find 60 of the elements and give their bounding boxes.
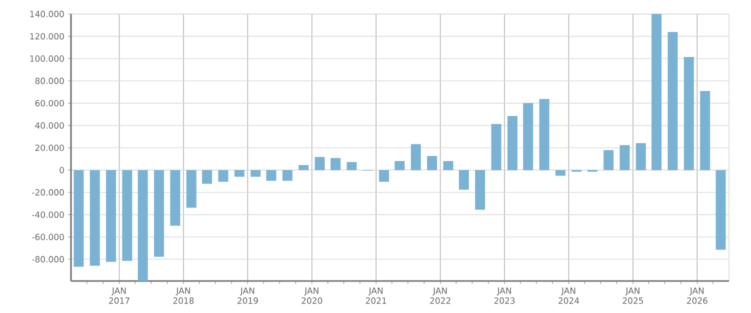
bar — [282, 170, 292, 181]
bar — [684, 57, 694, 170]
bar — [443, 161, 454, 170]
bar — [154, 170, 164, 257]
x-tick-label: JAN 2022 — [430, 288, 450, 304]
bar — [266, 170, 276, 181]
y-tick-label: 100.000 — [30, 55, 64, 62]
bar — [170, 170, 180, 226]
bar — [410, 144, 421, 170]
bar — [620, 145, 630, 170]
bar — [523, 103, 534, 170]
bar — [491, 124, 502, 170]
x-tick-label: JAN 2026 — [686, 288, 708, 304]
y-tick-label: -60.000 — [32, 234, 64, 240]
bar — [90, 170, 100, 266]
bar — [298, 165, 309, 170]
bar — [138, 170, 148, 281]
bar — [394, 161, 405, 170]
bar — [106, 170, 116, 262]
bar — [234, 170, 244, 177]
x-tick-label: JAN 2024 — [558, 288, 580, 304]
x-tick-label: JAN 2018 — [173, 288, 194, 304]
bar — [346, 162, 357, 170]
bar — [539, 99, 550, 170]
bar — [716, 170, 726, 250]
bar — [555, 170, 566, 176]
bar — [250, 170, 261, 177]
y-tick-label: -40.000 — [32, 211, 64, 218]
y-tick-label: 120.000 — [30, 33, 64, 40]
x-tick-label: JAN 2019 — [237, 288, 258, 304]
bar — [74, 170, 84, 267]
y-tick-label: 0 — [60, 166, 64, 174]
bar — [700, 91, 710, 170]
y-tick-label: 140.000 — [30, 10, 64, 18]
bar — [668, 32, 678, 170]
bar — [330, 158, 341, 170]
x-tick-label: JAN 2020 — [302, 288, 322, 304]
bar — [458, 170, 469, 190]
bar — [427, 156, 438, 170]
bar — [379, 170, 390, 182]
x-tick-label: JAN 2021 — [366, 288, 386, 304]
y-tick-label: 40.000 — [35, 122, 64, 129]
bar — [507, 116, 518, 170]
y-tick-label: -80.000 — [32, 256, 64, 262]
bar — [636, 143, 646, 170]
bar — [186, 170, 196, 208]
bar — [604, 150, 614, 170]
x-tick-label: JAN 2017 — [109, 288, 130, 304]
bar — [202, 170, 212, 184]
y-tick-label: 80.000 — [35, 78, 64, 84]
x-tick-label: JAN 2023 — [494, 288, 515, 304]
bar — [475, 170, 486, 210]
y-tick-label: -20.000 — [32, 189, 64, 196]
bar — [652, 14, 662, 170]
bar — [122, 170, 132, 261]
bar — [218, 170, 228, 182]
x-tick-label: JAN 2025 — [622, 288, 644, 304]
y-tick-label: 60.000 — [35, 100, 64, 106]
bar — [314, 157, 325, 170]
y-tick-label: 20.000 — [35, 144, 64, 151]
